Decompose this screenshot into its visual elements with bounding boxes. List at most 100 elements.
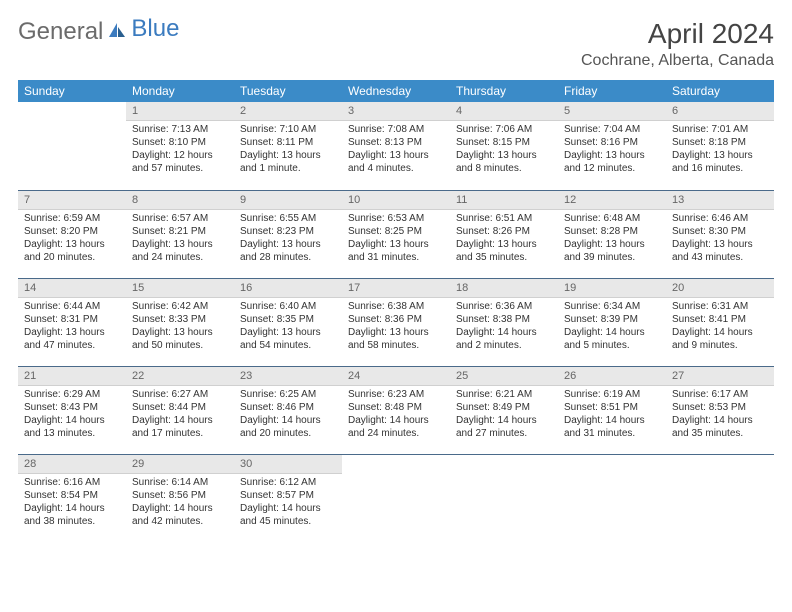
sunrise-text: Sunrise: 6:23 AM [348,388,444,401]
weekday-header: Wednesday [342,80,450,102]
day-content: Sunrise: 7:13 AMSunset: 8:10 PMDaylight:… [126,121,234,179]
day-content: Sunrise: 6:44 AMSunset: 8:31 PMDaylight:… [18,298,126,356]
calendar-empty-cell [450,454,558,542]
calendar-day-cell: 4Sunrise: 7:06 AMSunset: 8:15 PMDaylight… [450,102,558,190]
day-content: Sunrise: 6:25 AMSunset: 8:46 PMDaylight:… [234,386,342,444]
day-content: Sunrise: 6:59 AMSunset: 8:20 PMDaylight:… [18,210,126,268]
day-content: Sunrise: 6:31 AMSunset: 8:41 PMDaylight:… [666,298,774,356]
weekday-header: Saturday [666,80,774,102]
day-content: Sunrise: 6:42 AMSunset: 8:33 PMDaylight:… [126,298,234,356]
day-number: 13 [666,191,774,210]
calendar-empty-cell [18,102,126,190]
sunset-text: Sunset: 8:30 PM [672,225,768,238]
daylight-text: Daylight: 14 hours and 35 minutes. [672,414,768,440]
sunrise-text: Sunrise: 6:48 AM [564,212,660,225]
day-number: 19 [558,279,666,298]
calendar-day-cell: 28Sunrise: 6:16 AMSunset: 8:54 PMDayligh… [18,454,126,542]
sunset-text: Sunset: 8:36 PM [348,313,444,326]
sunrise-text: Sunrise: 6:36 AM [456,300,552,313]
daylight-text: Daylight: 13 hours and 28 minutes. [240,238,336,264]
daylight-text: Daylight: 14 hours and 24 minutes. [348,414,444,440]
calendar-day-cell: 18Sunrise: 6:36 AMSunset: 8:38 PMDayligh… [450,278,558,366]
header: General Blue April 2024 Cochrane, Albert… [18,18,774,70]
sunrise-text: Sunrise: 6:59 AM [24,212,120,225]
day-number: 23 [234,367,342,386]
day-number: 20 [666,279,774,298]
day-number: 21 [18,367,126,386]
sunset-text: Sunset: 8:38 PM [456,313,552,326]
calendar-empty-cell [666,454,774,542]
daylight-text: Daylight: 13 hours and 58 minutes. [348,326,444,352]
weekday-header: Tuesday [234,80,342,102]
calendar-week-row: 28Sunrise: 6:16 AMSunset: 8:54 PMDayligh… [18,454,774,542]
day-content: Sunrise: 7:01 AMSunset: 8:18 PMDaylight:… [666,121,774,179]
sunset-text: Sunset: 8:21 PM [132,225,228,238]
day-content: Sunrise: 6:53 AMSunset: 8:25 PMDaylight:… [342,210,450,268]
calendar-day-cell: 3Sunrise: 7:08 AMSunset: 8:13 PMDaylight… [342,102,450,190]
weekday-header: Thursday [450,80,558,102]
daylight-text: Daylight: 13 hours and 39 minutes. [564,238,660,264]
sunrise-text: Sunrise: 6:57 AM [132,212,228,225]
sunset-text: Sunset: 8:26 PM [456,225,552,238]
sunset-text: Sunset: 8:44 PM [132,401,228,414]
day-content: Sunrise: 7:04 AMSunset: 8:16 PMDaylight:… [558,121,666,179]
calendar-day-cell: 19Sunrise: 6:34 AMSunset: 8:39 PMDayligh… [558,278,666,366]
sunrise-text: Sunrise: 7:10 AM [240,123,336,136]
day-content: Sunrise: 7:08 AMSunset: 8:13 PMDaylight:… [342,121,450,179]
calendar-week-row: 1Sunrise: 7:13 AMSunset: 8:10 PMDaylight… [18,102,774,190]
sunrise-text: Sunrise: 7:04 AM [564,123,660,136]
daylight-text: Daylight: 13 hours and 24 minutes. [132,238,228,264]
day-number: 4 [450,102,558,121]
day-number: 16 [234,279,342,298]
sunrise-text: Sunrise: 6:55 AM [240,212,336,225]
sunrise-text: Sunrise: 6:21 AM [456,388,552,401]
day-number: 6 [666,102,774,121]
sunset-text: Sunset: 8:46 PM [240,401,336,414]
day-content: Sunrise: 6:40 AMSunset: 8:35 PMDaylight:… [234,298,342,356]
sunrise-text: Sunrise: 7:06 AM [456,123,552,136]
calendar-head: SundayMondayTuesdayWednesdayThursdayFrid… [18,80,774,102]
sunrise-text: Sunrise: 6:38 AM [348,300,444,313]
calendar-day-cell: 11Sunrise: 6:51 AMSunset: 8:26 PMDayligh… [450,190,558,278]
calendar-day-cell: 14Sunrise: 6:44 AMSunset: 8:31 PMDayligh… [18,278,126,366]
day-number: 12 [558,191,666,210]
sunset-text: Sunset: 8:31 PM [24,313,120,326]
sunset-text: Sunset: 8:28 PM [564,225,660,238]
calendar-day-cell: 13Sunrise: 6:46 AMSunset: 8:30 PMDayligh… [666,190,774,278]
sunrise-text: Sunrise: 7:13 AM [132,123,228,136]
sunset-text: Sunset: 8:49 PM [456,401,552,414]
daylight-text: Daylight: 13 hours and 43 minutes. [672,238,768,264]
day-content: Sunrise: 6:46 AMSunset: 8:30 PMDaylight:… [666,210,774,268]
day-number: 17 [342,279,450,298]
logo-sail-icon [107,18,127,46]
day-content: Sunrise: 6:55 AMSunset: 8:23 PMDaylight:… [234,210,342,268]
sunrise-text: Sunrise: 6:17 AM [672,388,768,401]
sunrise-text: Sunrise: 6:46 AM [672,212,768,225]
sunset-text: Sunset: 8:41 PM [672,313,768,326]
sunset-text: Sunset: 8:23 PM [240,225,336,238]
month-title: April 2024 [581,18,774,50]
day-number: 22 [126,367,234,386]
daylight-text: Daylight: 14 hours and 9 minutes. [672,326,768,352]
calendar-day-cell: 12 Sunrise: 6:48 AMSunset: 8:28 PMDayligh… [558,190,666,278]
day-number: 30 [234,455,342,474]
calendar-day-cell: 21Sunrise: 6:29 AMSunset: 8:43 PMDayligh… [18,366,126,454]
daylight-text: Daylight: 14 hours and 20 minutes. [240,414,336,440]
daylight-text: Daylight: 13 hours and 8 minutes. [456,149,552,175]
day-number: 18 [450,279,558,298]
daylight-text: Daylight: 14 hours and 5 minutes. [564,326,660,352]
day-content: Sunrise: 6:14 AMSunset: 8:56 PMDaylight:… [126,474,234,532]
sunset-text: Sunset: 8:25 PM [348,225,444,238]
calendar-day-cell: 2Sunrise: 7:10 AMSunset: 8:11 PMDaylight… [234,102,342,190]
daylight-text: Daylight: 13 hours and 20 minutes. [24,238,120,264]
sunrise-text: Sunrise: 6:27 AM [132,388,228,401]
day-number: 26 [558,367,666,386]
calendar-day-cell: 8Sunrise: 6:57 AMSunset: 8:21 PMDaylight… [126,190,234,278]
day-number: 2 [234,102,342,121]
day-number: 7 [18,191,126,210]
calendar-day-cell: 17 Sunrise: 6:38 AMSunset: 8:36 PMDayligh… [342,278,450,366]
sunrise-text: Sunrise: 7:08 AM [348,123,444,136]
sunrise-text: Sunrise: 6:31 AM [672,300,768,313]
calendar-day-cell: 24Sunrise: 6:23 AMSunset: 8:48 PMDayligh… [342,366,450,454]
daylight-text: Daylight: 13 hours and 16 minutes. [672,149,768,175]
